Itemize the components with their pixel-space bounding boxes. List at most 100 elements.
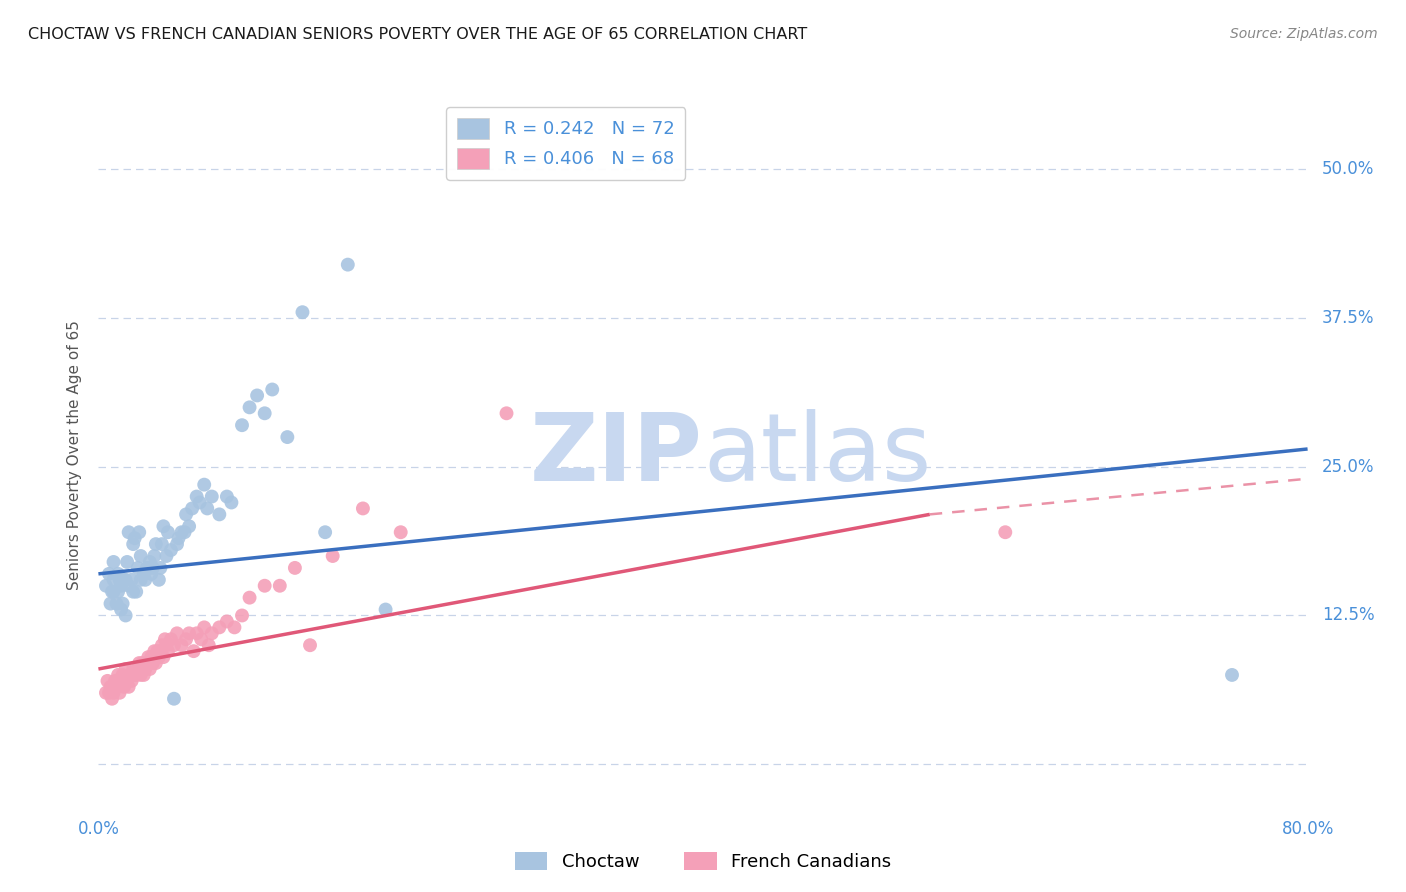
Point xyxy=(98,686,121,700)
Point xyxy=(118,579,141,593)
Point xyxy=(111,668,134,682)
Point xyxy=(129,668,152,682)
Point xyxy=(135,561,157,575)
Point xyxy=(215,490,238,504)
Point xyxy=(103,573,125,587)
Point xyxy=(156,525,179,540)
Legend: Choctaw, French Canadians: Choctaw, French Canadians xyxy=(508,845,898,879)
Text: Source: ZipAtlas.com: Source: ZipAtlas.com xyxy=(1230,27,1378,41)
Point xyxy=(145,656,167,670)
Y-axis label: Seniors Poverty Over the Age of 65: Seniors Poverty Over the Age of 65 xyxy=(67,320,83,590)
Text: 25.0%: 25.0% xyxy=(1322,458,1374,475)
Point xyxy=(115,555,138,569)
Point xyxy=(112,573,135,587)
Point xyxy=(231,418,253,433)
Point xyxy=(231,608,253,623)
Point xyxy=(190,632,212,647)
Point xyxy=(114,662,136,676)
Point xyxy=(125,668,148,682)
Point xyxy=(107,584,129,599)
Point xyxy=(160,543,183,558)
Point xyxy=(177,626,201,640)
Point xyxy=(105,597,128,611)
Point xyxy=(148,573,170,587)
Point xyxy=(195,501,218,516)
Point xyxy=(146,644,169,658)
Point xyxy=(163,691,186,706)
Point xyxy=(112,680,135,694)
Point xyxy=(239,591,262,605)
Point xyxy=(128,656,150,670)
Text: CHOCTAW VS FRENCH CANADIAN SENIORS POVERTY OVER THE AGE OF 65 CORRELATION CHART: CHOCTAW VS FRENCH CANADIAN SENIORS POVER… xyxy=(28,27,807,42)
Point xyxy=(94,686,117,700)
Legend: R = 0.242   N = 72, R = 0.406   N = 68: R = 0.242 N = 72, R = 0.406 N = 68 xyxy=(446,107,685,179)
Point xyxy=(122,537,145,551)
Point xyxy=(139,662,162,676)
Point xyxy=(186,490,208,504)
Point xyxy=(121,673,143,688)
Point xyxy=(174,508,197,522)
Point xyxy=(125,584,148,599)
Point xyxy=(160,632,183,647)
Point xyxy=(262,383,284,397)
Point xyxy=(177,519,201,533)
Point xyxy=(107,566,129,581)
Point xyxy=(100,680,122,694)
Point xyxy=(166,626,188,640)
Point xyxy=(193,620,215,634)
Point xyxy=(134,573,156,587)
Point xyxy=(128,525,150,540)
Point xyxy=(246,388,269,402)
Point xyxy=(166,537,188,551)
Point xyxy=(314,525,336,540)
Point xyxy=(197,638,219,652)
Point xyxy=(114,573,136,587)
Point xyxy=(132,566,155,581)
Point xyxy=(193,477,215,491)
Point xyxy=(121,573,143,587)
Point xyxy=(215,615,238,629)
Point xyxy=(284,561,307,575)
Point xyxy=(101,691,124,706)
Point xyxy=(201,626,224,640)
Point xyxy=(188,495,211,509)
Point xyxy=(103,584,125,599)
Point xyxy=(94,579,117,593)
Point xyxy=(110,602,132,616)
Point xyxy=(269,579,291,593)
Point xyxy=(141,566,163,581)
Point xyxy=(994,525,1017,540)
Point xyxy=(114,608,136,623)
Point xyxy=(129,573,152,587)
Point xyxy=(120,668,142,682)
Point xyxy=(127,662,149,676)
Point xyxy=(122,584,145,599)
Point xyxy=(336,258,359,272)
Point xyxy=(136,561,159,575)
Point xyxy=(322,549,344,563)
Point xyxy=(299,638,322,652)
Point xyxy=(124,531,146,545)
Point xyxy=(134,662,156,676)
Point xyxy=(352,501,374,516)
Point xyxy=(115,673,138,688)
Point xyxy=(132,668,155,682)
Point xyxy=(124,668,146,682)
Point xyxy=(152,650,174,665)
Point xyxy=(143,644,166,658)
Point xyxy=(153,632,176,647)
Point xyxy=(163,638,186,652)
Point xyxy=(103,555,125,569)
Point xyxy=(122,662,145,676)
Text: 12.5%: 12.5% xyxy=(1322,607,1374,624)
Point xyxy=(110,673,132,688)
Point xyxy=(141,650,163,665)
Point xyxy=(98,566,121,581)
Point xyxy=(208,620,231,634)
Point xyxy=(111,597,134,611)
Point xyxy=(135,656,157,670)
Point xyxy=(374,602,396,616)
Point xyxy=(110,579,132,593)
Point xyxy=(155,638,177,652)
Point xyxy=(143,549,166,563)
